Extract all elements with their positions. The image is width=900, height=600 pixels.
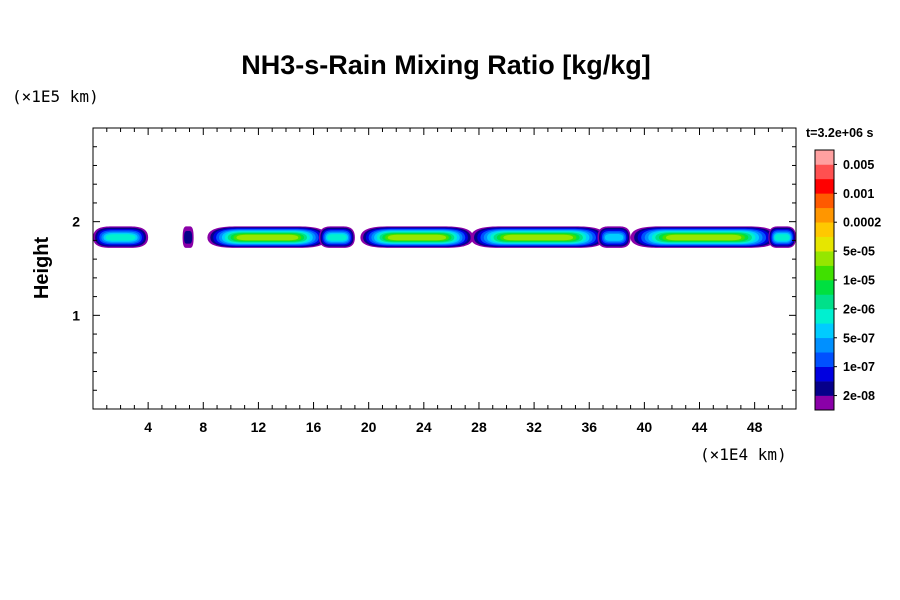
- x-tick-label: 8: [199, 419, 207, 435]
- contour-level: [327, 234, 347, 241]
- colorbar-swatch: [815, 207, 834, 223]
- colorbar-label: 0.001: [843, 187, 874, 201]
- chart-title: NH3-s-Rain Mixing Ratio [kg/kg]: [241, 50, 651, 80]
- colorbar-swatch: [815, 236, 834, 252]
- colorbar-swatch: [815, 280, 834, 295]
- colorbar-swatch: [815, 381, 834, 396]
- contour-level: [604, 234, 624, 241]
- x-tick-label: 28: [471, 419, 487, 435]
- y-tick-label: 2: [72, 214, 80, 230]
- contour-blob: [597, 226, 631, 248]
- x-tick-label: 4: [144, 419, 152, 435]
- colorbar-swatch: [815, 222, 834, 237]
- colorbar-swatch: [815, 164, 834, 180]
- time-label: t=3.2e+06 s: [806, 126, 873, 140]
- contour-blob: [319, 226, 355, 248]
- x-tick-label: 40: [637, 419, 653, 435]
- colorbar-swatch: [815, 178, 834, 194]
- contour-level: [387, 234, 447, 241]
- x-tick-label: 32: [526, 419, 542, 435]
- contour-field: [93, 226, 796, 248]
- x-tick-label: 24: [416, 419, 432, 435]
- colorbar-label: 2e-08: [843, 389, 875, 403]
- x-tick-label: 16: [306, 419, 322, 435]
- y-axis-label: Height: [31, 237, 53, 300]
- contour-blob: [182, 226, 194, 248]
- colorbar-swatch: [815, 323, 834, 339]
- contour-blob: [93, 226, 149, 248]
- colorbar-label: 5e-07: [843, 331, 875, 345]
- y-axis-unit: (×1E5 km): [12, 87, 99, 106]
- colorbar-swatch: [815, 251, 834, 266]
- colorbar-label: 0.0002: [843, 216, 881, 230]
- colorbar-label: 2e-06: [843, 302, 875, 316]
- colorbar-swatch: [815, 265, 834, 281]
- contour-blob: [207, 226, 328, 248]
- colorbar-label: 1e-07: [843, 360, 875, 374]
- colorbar-label: 5e-05: [843, 245, 875, 259]
- contour-blob: [630, 226, 777, 248]
- contour-level: [184, 230, 193, 244]
- axis-ticks: [93, 128, 796, 409]
- colorbar-swatch: [815, 308, 834, 324]
- contour-level: [774, 234, 790, 241]
- colorbar-swatch: [815, 193, 834, 209]
- colorbar-swatch: [815, 150, 834, 165]
- x-tick-label: 48: [747, 419, 763, 435]
- contour-blob: [360, 226, 474, 248]
- y-tick-label: 1: [72, 307, 80, 323]
- contour-level: [503, 234, 574, 241]
- x-axis-unit: (×1E4 km): [700, 445, 787, 464]
- x-tick-label: 44: [692, 419, 708, 435]
- colorbar-swatch: [815, 352, 834, 367]
- colorbar-label: 0.005: [843, 158, 874, 172]
- x-tick-label: 12: [251, 419, 267, 435]
- contour-level: [665, 234, 742, 241]
- colorbar: 2e-08 1e-07 5e-07 2e-06 1e-05 5e-05 0.0002 0.00…: [814, 149, 881, 411]
- colorbar-swatch: [815, 395, 834, 411]
- contour-blob: [768, 226, 796, 248]
- plot-frame: [92, 127, 797, 410]
- colorbar-swatch: [815, 337, 834, 353]
- colorbar-label: 1e-05: [843, 274, 875, 288]
- contour-level: [105, 234, 136, 241]
- colorbar-swatch: [815, 366, 834, 382]
- x-tick-label: 20: [361, 419, 377, 435]
- colorbar-swatch: [815, 294, 834, 310]
- x-tick-label: 36: [581, 419, 597, 435]
- contour-level: [236, 234, 299, 241]
- contour-blob: [470, 226, 606, 248]
